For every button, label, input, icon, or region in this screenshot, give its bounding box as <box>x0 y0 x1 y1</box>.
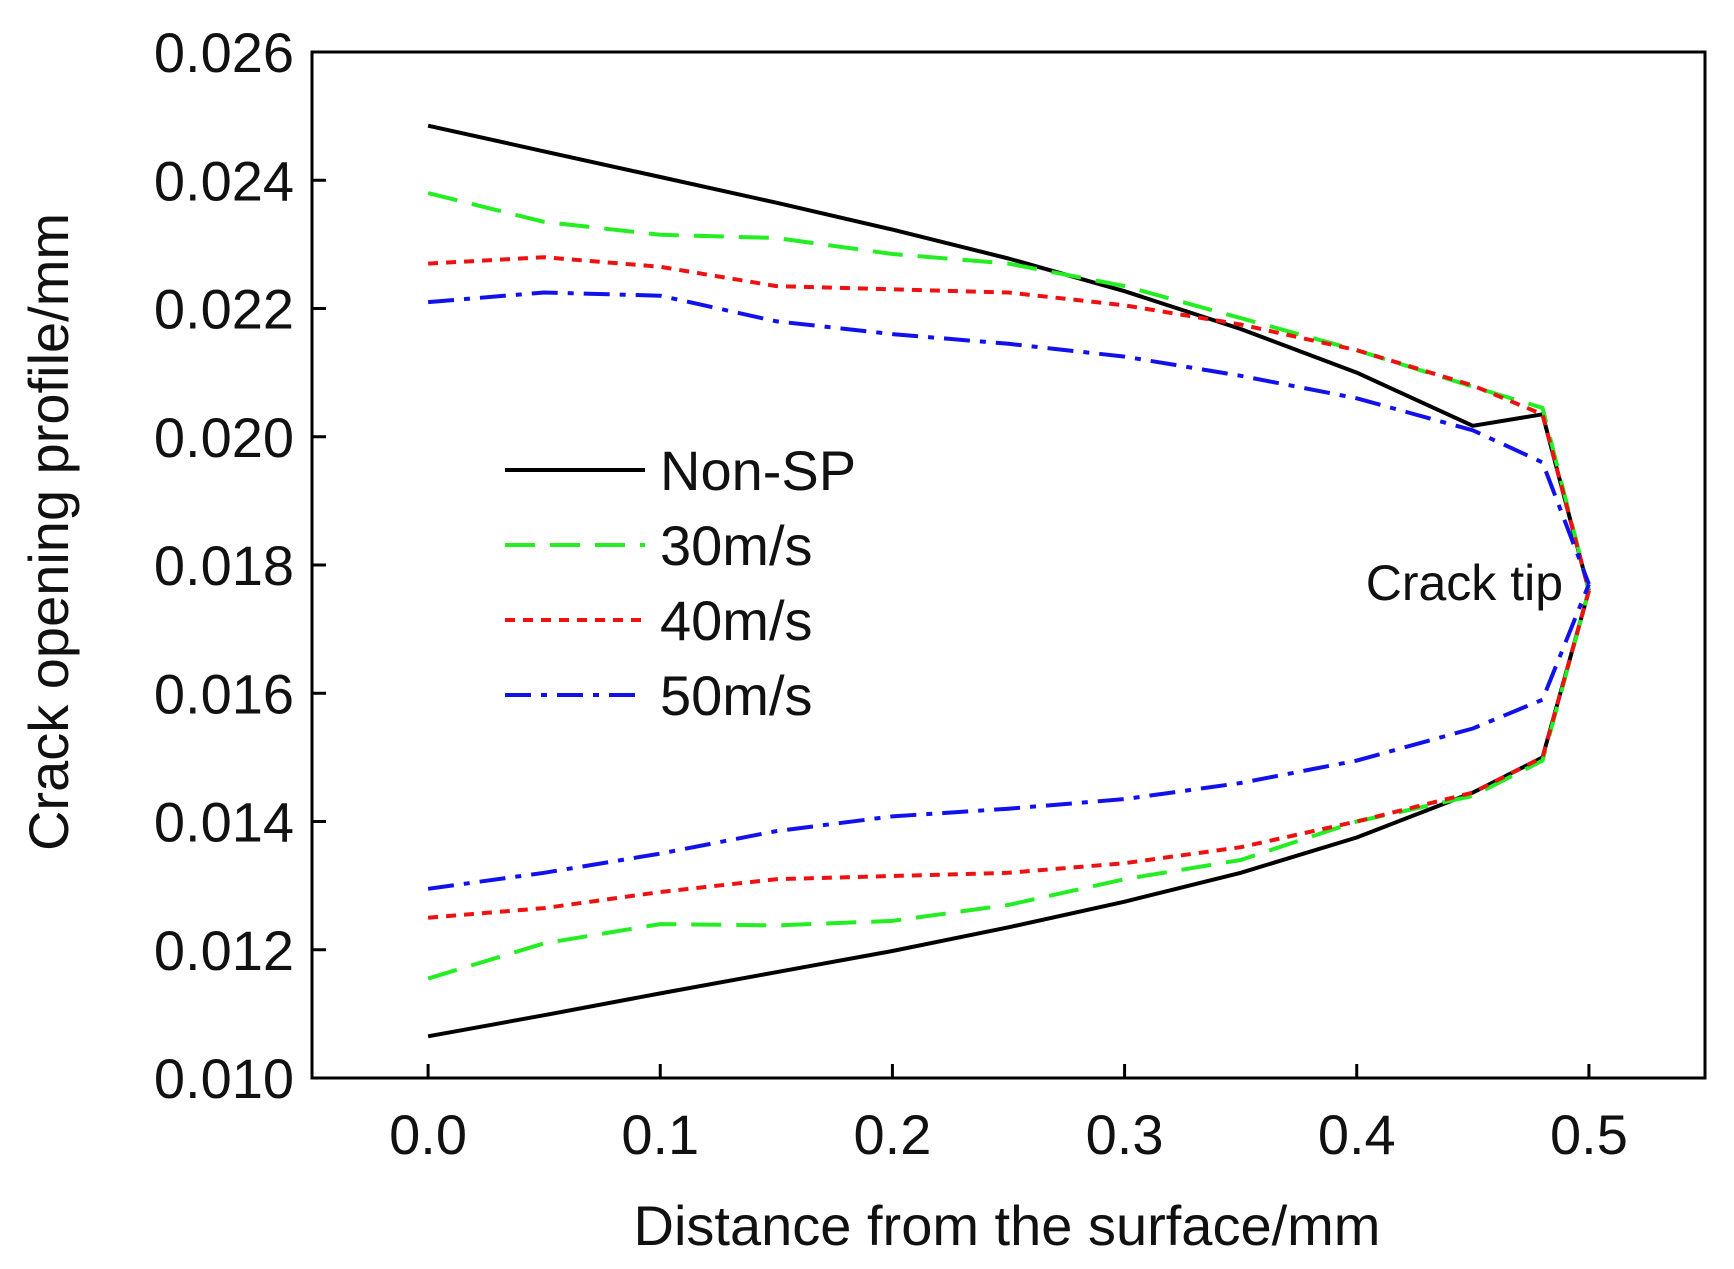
y-tick-label: 0.010 <box>154 1047 294 1110</box>
crack-tip-annotation: Crack tip <box>1366 555 1563 611</box>
legend-label-50m-s: 50m/s <box>660 664 813 727</box>
series-line-40m-s-lower <box>427 590 1591 920</box>
x-tick-label: 0.5 <box>1550 1103 1628 1166</box>
series-line-30m-s-lower <box>427 590 1591 981</box>
y-axis-title: Crack opening profile/mm <box>17 213 80 851</box>
x-tick-label: 0.0 <box>389 1103 467 1166</box>
y-tick-label: 0.026 <box>154 21 294 84</box>
y-tick-label: 0.012 <box>154 919 294 982</box>
legend-label-non-sp: Non-SP <box>660 439 856 502</box>
y-tick-label: 0.018 <box>154 534 294 597</box>
y-tick-label: 0.020 <box>154 406 294 469</box>
series-line-40m-s-upper <box>427 255 1591 592</box>
y-tick-label: 0.014 <box>154 791 294 854</box>
x-tick-label: 0.4 <box>1318 1103 1396 1166</box>
x-axis-title: Distance from the surface/mm <box>634 1194 1381 1257</box>
legend: Non-SP 30m/s 40m/s 50m/s <box>505 439 856 727</box>
ticks-layer: 0.0 0.1 0.2 0.3 0.4 0.5 0.010 0.012 0.014 0.016 0.… <box>154 21 1628 1166</box>
x-tick-label: 0.2 <box>853 1103 931 1166</box>
series-layer <box>427 123 1591 1039</box>
legend-label-30m-s: 30m/s <box>660 514 813 577</box>
y-tick-label: 0.024 <box>154 149 294 212</box>
legend-label-40m-s: 40m/s <box>660 589 813 652</box>
x-tick-label: 0.3 <box>1086 1103 1164 1166</box>
y-tick-label: 0.016 <box>154 662 294 725</box>
y-tick-label: 0.022 <box>154 278 294 341</box>
series-line-50m-s-upper <box>427 290 1591 585</box>
series-line-30m-s-upper <box>427 191 1591 592</box>
x-tick-label: 0.1 <box>621 1103 699 1166</box>
series-line-50m-s-lower <box>427 583 1591 891</box>
